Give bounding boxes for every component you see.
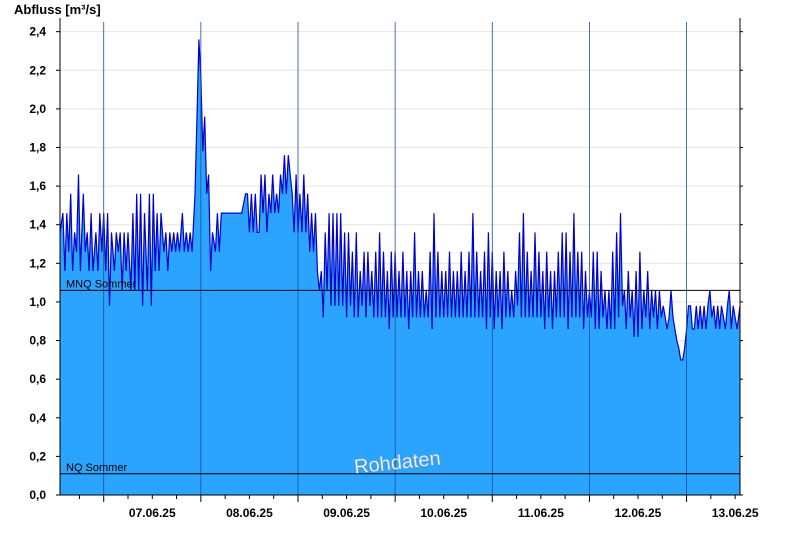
x-tick-label: 12.06.25 [615, 506, 662, 520]
y-axis-ticks: 0,0 0,2 0,4 0,6 0,8 1,0 1,2 1,4 1,6 1,8 2,0 2,2 2,4 [29, 25, 743, 502]
x-tick-label: 10.06.25 [420, 506, 467, 520]
y-tick-label: 0,0 [29, 488, 46, 502]
day-boundary-lines [103, 22, 687, 495]
y-tick-label: 2,2 [29, 63, 46, 77]
x-tick-label: 13.06.25 [712, 506, 759, 520]
y-tick-label: 0,8 [29, 334, 46, 348]
x-tick-label: 11.06.25 [518, 506, 564, 520]
x-tick-label: 08.06.25 [226, 506, 273, 520]
y-tick-label: 1,4 [29, 218, 46, 232]
y-axis-label: Abfluss [m³/s] [14, 2, 101, 17]
reference-lines: MNQ Sommer NQ Sommer [60, 278, 740, 475]
y-tick-label: 1,2 [29, 256, 46, 270]
x-axis-ticks: 07.06.25 08.06.25 09.06.25 10.06.25 11.06.25… [78, 495, 759, 520]
series-layer [59, 39, 741, 496]
y-tick-label: 0,4 [29, 411, 46, 425]
reference-line-label: NQ Sommer [66, 462, 127, 474]
y-tick-label: 1,6 [29, 179, 46, 193]
y-tick-label: 0,2 [29, 449, 46, 463]
series-line [59, 39, 741, 361]
y-tick-label: 1,8 [29, 140, 46, 154]
axes [59, 18, 741, 496]
y-tick-label: 1,0 [29, 295, 46, 309]
series-area [60, 39, 740, 496]
x-tick-label: 07.06.25 [129, 506, 176, 520]
reference-line-label: MNQ Sommer [66, 278, 137, 290]
x-tick-label: 09.06.25 [323, 506, 370, 520]
y-tick-label: 0,6 [29, 372, 46, 386]
y-tick-label: 2,4 [29, 25, 46, 39]
y-tick-label: 2,0 [29, 102, 46, 116]
